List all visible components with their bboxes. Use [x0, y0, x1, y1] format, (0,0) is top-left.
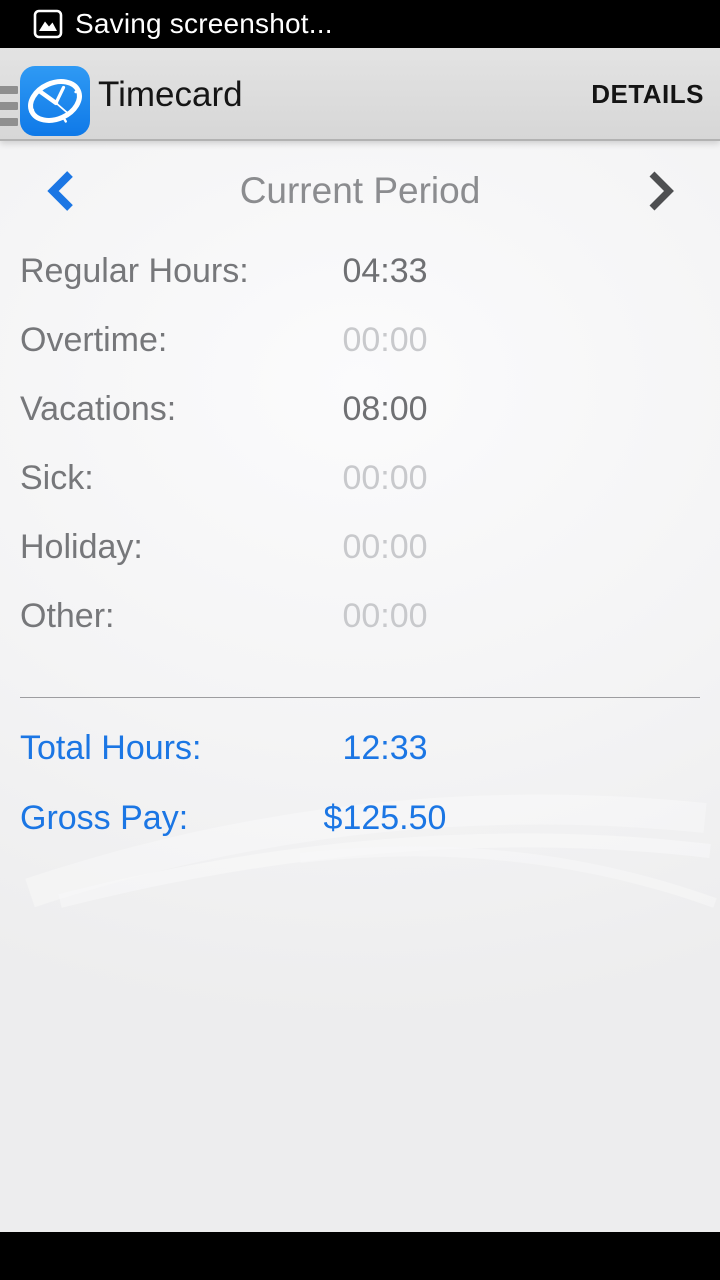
- row-label: Gross Pay:: [20, 798, 189, 837]
- status-bar: Saving screenshot...: [0, 0, 720, 48]
- summary-row: Sick: 00:00: [0, 444, 720, 513]
- action-bar: Timecard DETAILS: [0, 48, 720, 141]
- row-label: Vacations:: [20, 390, 177, 428]
- timecard-summary-panel: Current Period Regular Hours: 04:33 Over…: [0, 143, 720, 1232]
- row-value: 04:33: [342, 252, 428, 290]
- row-label: Overtime:: [20, 321, 168, 359]
- total-row: Total Hours: 12:33: [0, 713, 720, 783]
- previous-period-button[interactable]: [20, 165, 100, 217]
- navigation-bar: [0, 1232, 720, 1280]
- row-value: 00:00: [342, 597, 428, 635]
- clock-icon[interactable]: [20, 66, 90, 136]
- chevron-right-icon: [649, 171, 674, 211]
- row-value: 08:00: [342, 390, 428, 428]
- summary-rows: Regular Hours: 04:33 Overtime: 00:00 Vac…: [0, 237, 720, 651]
- row-label: Other:: [20, 597, 115, 635]
- screenshot-image-icon: [33, 9, 63, 39]
- details-button[interactable]: DETAILS: [591, 48, 704, 141]
- summary-row: Regular Hours: 04:33: [0, 237, 720, 306]
- row-label: Total Hours:: [20, 728, 202, 767]
- row-label: Holiday:: [20, 528, 143, 566]
- period-title: Current Period: [239, 170, 481, 211]
- row-value: 00:00: [342, 459, 428, 497]
- chevron-left-icon: [47, 171, 73, 211]
- summary-row: Vacations: 08:00: [0, 375, 720, 444]
- row-label: Regular Hours:: [20, 252, 249, 290]
- row-value: 12:33: [342, 728, 428, 767]
- row-value: 00:00: [342, 321, 428, 359]
- totals-divider: [20, 697, 700, 698]
- row-value: 00:00: [342, 528, 428, 566]
- summary-row: Overtime: 00:00: [0, 306, 720, 375]
- next-period-button[interactable]: [622, 165, 702, 217]
- app-title: Timecard: [98, 74, 243, 114]
- total-row: Gross Pay: $125.50: [0, 783, 720, 853]
- totals-rows: Total Hours: 12:33 Gross Pay: $125.50: [0, 713, 720, 853]
- summary-row: Other: 00:00: [0, 582, 720, 651]
- summary-row: Holiday: 00:00: [0, 513, 720, 582]
- status-notification-text: Saving screenshot...: [75, 8, 333, 39]
- period-navigation: Current Period: [0, 165, 720, 217]
- drawer-handle-icon[interactable]: [0, 86, 18, 128]
- row-label: Sick:: [20, 459, 94, 497]
- row-value: $125.50: [323, 798, 447, 837]
